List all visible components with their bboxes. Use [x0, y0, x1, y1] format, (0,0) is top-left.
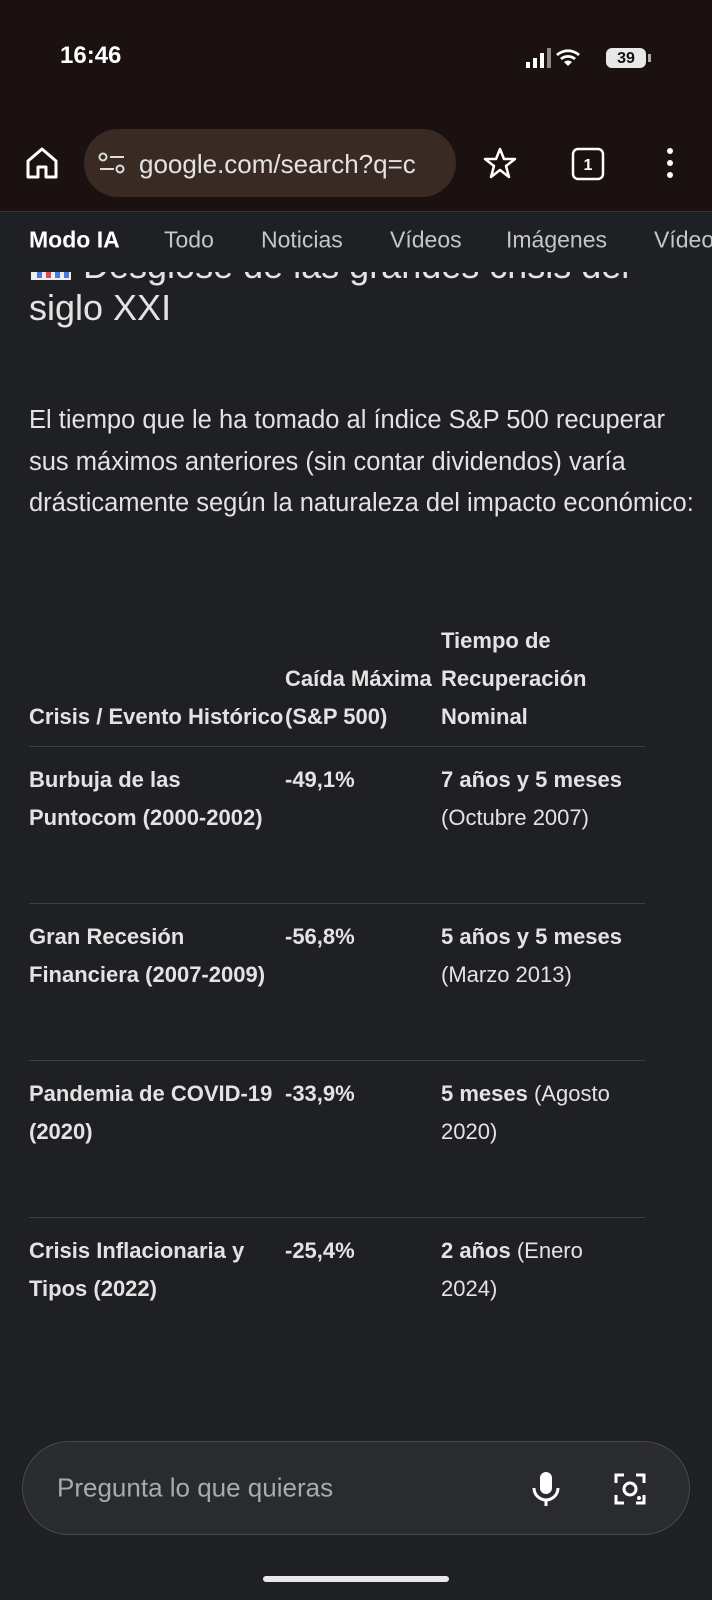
url: google.com/search?q=c [139, 149, 416, 179]
recovery-time: 5 meses [441, 1081, 528, 1106]
crisis-cell: Burbuja de las Puntocom (2000-2002) [29, 767, 263, 830]
status-icons: 39 [526, 48, 651, 68]
search-tab[interactable]: Noticias [261, 226, 343, 253]
search-input[interactable]: Pregunta lo que quieras [22, 1441, 690, 1535]
drop-cell: -49,1% [285, 767, 355, 792]
recovery-date: (Octubre 2007) [441, 805, 589, 830]
drop-cell: -33,9% [285, 1081, 355, 1106]
recovery-cell: 2 años (Enero 2024) [441, 1232, 645, 1357]
status-time: 16:46 [60, 42, 122, 69]
header-cell: Caída Máxima (S&P 500) [285, 666, 432, 729]
search-tab[interactable]: Vídeos [654, 226, 712, 253]
crisis-cell: Gran Recesión Financiera (2007-2009) [29, 924, 266, 987]
input-placeholder: Pregunta lo que quieras [57, 1472, 334, 1503]
menu-button[interactable] [662, 146, 678, 180]
recovery-cell: 5 años y 5 meses (Marzo 2013) [441, 918, 645, 1042]
table-header: Crisis / Evento Histórico Caída Máxima (S… [29, 622, 645, 747]
recovery-date: (Enero 2024) [441, 1238, 583, 1301]
search-tab[interactable]: Vídeos [390, 226, 462, 253]
recovery-time: 2 años [441, 1238, 511, 1263]
table-row: Burbuja de las Puntocom (2000-2002) -49,1… [29, 747, 645, 904]
site-info-icon [98, 152, 125, 174]
table-row: Crisis Inflacionaria y Tipos (2022) -25,4… [29, 1218, 645, 1375]
recovery-cell: 7 años y 5 meses (Octubre 2007) [441, 761, 645, 885]
browser-chrome: 16:46 39 google.com/search?q=c 1 [0, 0, 712, 212]
crisis-cell: Crisis Inflacionaria y Tipos (2022) [29, 1238, 245, 1301]
recovery-date: (Agosto 2020) [441, 1081, 610, 1144]
table-row: Pandemia de COVID-19 (2020) -33,9% 5 meses… [29, 1061, 645, 1218]
heading-text: Desglose de las grandes crisis del siglo… [29, 272, 629, 328]
header-cell: Tiempo de Recuperación Nominal [441, 628, 587, 729]
search-tabs: Modo IA Todo Noticias Vídeos Imágenes Vídeos [0, 212, 712, 272]
mic-button[interactable] [531, 1470, 561, 1508]
address-bar[interactable]: google.com/search?q=c [84, 129, 456, 197]
recovery-time: 7 años y 5 meses [441, 767, 623, 792]
table-row: Gran Recesión Financiera (2007-2009) -56,… [29, 904, 645, 1061]
recovery-cell: 5 meses (Agosto 2020) [441, 1075, 645, 1199]
battery-level: 39 [617, 50, 635, 67]
home-indicator [263, 1576, 449, 1582]
lens-button[interactable] [613, 1472, 647, 1506]
drop-cell: -25,4% [285, 1238, 355, 1263]
tabs-button[interactable]: 1 [571, 147, 605, 181]
tab-count: 1 [584, 157, 593, 174]
crisis-cell: Pandemia de COVID-19 (2020) [29, 1081, 273, 1144]
search-tab[interactable]: Imágenes [506, 226, 608, 253]
recovery-date: (Marzo 2013) [441, 962, 572, 987]
paragraph: El tiempo que le ha tomado al índice S&P… [29, 406, 694, 517]
heading: Desglose de las grandes crisis del siglo… [29, 272, 689, 329]
recovery-time: 5 años y 5 meses [441, 924, 623, 949]
chart-emoji [31, 272, 71, 280]
search-tab[interactable]: Todo [164, 226, 214, 253]
drop-cell: -56,8% [285, 924, 355, 949]
search-tab[interactable]: Modo IA [29, 226, 120, 253]
bookmark-button[interactable] [483, 146, 517, 180]
header-cell: Crisis / Evento Histórico [29, 704, 284, 729]
table: Crisis / Evento Histórico Caída Máxima (S… [29, 622, 645, 1375]
home-button[interactable] [24, 145, 60, 181]
content: Desglose de las grandes crisis del siglo… [0, 272, 712, 1402]
